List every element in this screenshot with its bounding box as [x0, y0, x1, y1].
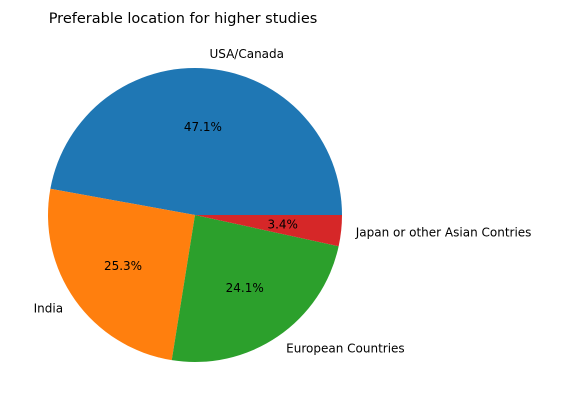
slice-european-countries: [171, 215, 339, 362]
slice-percent-japan-or-other-asian-contries: 3.4%: [267, 217, 298, 231]
pie-labels: USA/Canada 47.1% India 25.3% European Countr…: [34, 47, 532, 356]
pie-slices: [47, 68, 342, 362]
slice-percent-usa-canada: 47.1%: [184, 120, 222, 134]
slice-japan-or-other-asian-contries: [195, 215, 342, 247]
slice-label-usa-canada: USA/Canada: [209, 47, 284, 61]
slice-india: [47, 188, 195, 361]
slice-usa-canada: [50, 68, 342, 215]
chart-title: Preferable location for higher studies: [49, 11, 318, 27]
slice-percent-india: 25.3%: [104, 259, 142, 273]
slice-label-india: India: [34, 301, 63, 315]
slice-label-european-countries: European Countries: [286, 342, 405, 356]
slice-percent-european-countries: 24.1%: [226, 281, 264, 295]
slice-label-japan-or-other-asian-contries: Japan or other Asian Contries: [355, 225, 532, 239]
